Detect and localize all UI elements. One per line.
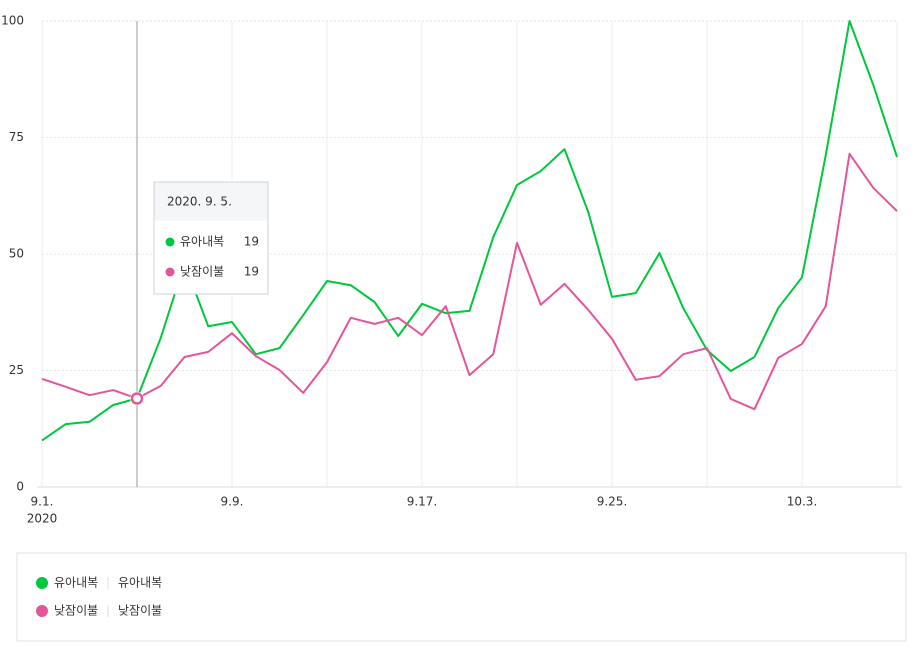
tooltip-marker	[165, 267, 175, 277]
x-tick-label: 9.9.	[221, 495, 244, 509]
x-tick-label: 9.25.	[597, 495, 628, 509]
tooltip-value: 19	[244, 265, 259, 279]
hover-point	[130, 392, 144, 405]
legend-label: 유아내복	[54, 576, 98, 590]
series-line	[41, 152, 898, 411]
x-tick-label: 10.3.	[787, 495, 818, 509]
x-year-label: 2020	[27, 512, 58, 526]
tooltip-name: 낮잠이불	[180, 265, 224, 279]
legend-marker	[36, 605, 48, 617]
tooltip-title: 2020. 9. 5.	[167, 195, 232, 209]
tooltip-value: 19	[244, 235, 259, 249]
y-tick-label: 25	[9, 363, 24, 377]
y-tick-label: 50	[9, 247, 24, 261]
legend-keyword: 낮잠이불	[118, 604, 162, 618]
x-tick-label: 9.17.	[407, 495, 438, 509]
legend-box	[16, 552, 907, 642]
legend-label: 낮잠이불	[54, 604, 98, 618]
y-tick-label: 100	[1, 14, 24, 28]
tooltip-name: 유아내복	[180, 235, 224, 249]
legend-keyword: 유아내복	[118, 576, 162, 590]
y-tick-label: 0	[16, 480, 24, 494]
tooltip-header	[154, 182, 268, 221]
tooltip-marker	[165, 237, 175, 247]
legend-marker	[36, 577, 48, 589]
y-tick-label: 75	[9, 130, 24, 144]
x-tick-label: 9.1.	[31, 495, 54, 509]
